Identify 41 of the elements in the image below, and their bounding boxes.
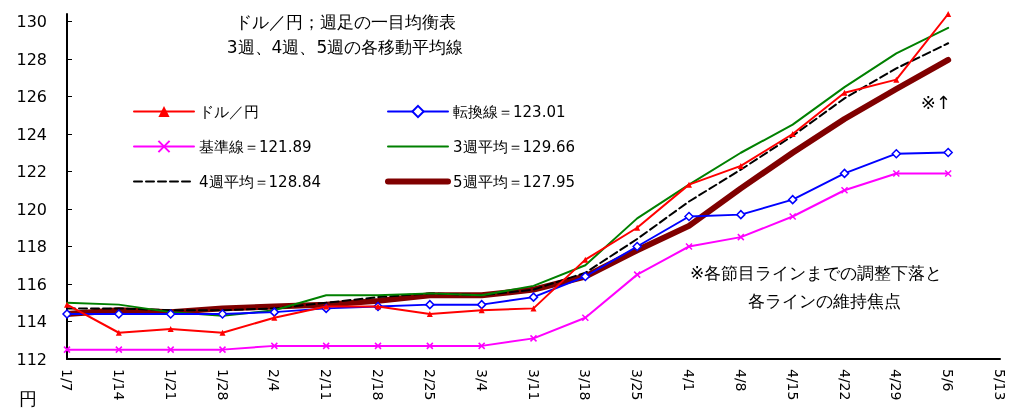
x-tick-label: 4/22 — [836, 369, 853, 401]
x-tick-label: 5/13 — [992, 369, 1008, 401]
x-tick-label: 2/11 — [318, 369, 335, 401]
x-tick-label: 2/18 — [370, 369, 386, 401]
x-tick-label: 1/21 — [162, 369, 179, 401]
legend-label: 3週平均＝129.66 — [453, 137, 576, 156]
chart-title: ドル／円；週足の一目均衡表 — [234, 11, 456, 32]
y-tick-label: 120 — [16, 199, 47, 219]
legend-label: 5週平均＝127.95 — [453, 172, 576, 191]
x-tick-label: 5/6 — [940, 369, 957, 392]
legend-label: 転換線＝123.01 — [453, 102, 566, 121]
legend-label: ドル／円 — [199, 102, 259, 121]
x-tick-label: 2/25 — [421, 369, 438, 401]
y-tick-label: 114 — [16, 312, 47, 331]
annotation: 各ラインの維持焦点 — [748, 290, 901, 311]
legend-label: 基準線＝121.89 — [199, 137, 312, 156]
x-tick-label: 4/8 — [732, 369, 749, 392]
x-tick-label: 1/28 — [214, 369, 231, 401]
y-axis-title: 円 — [19, 387, 37, 409]
y-tick-label: 124 — [16, 124, 47, 144]
x-tick-label: 3/11 — [525, 369, 542, 401]
x-tick-label: 3/25 — [629, 369, 646, 401]
y-tick-label: 126 — [16, 87, 47, 106]
x-tick-label: 2/4 — [266, 369, 283, 392]
y-tick-label: 116 — [16, 274, 47, 294]
x-tick-label: 4/15 — [784, 369, 801, 401]
x-tick-label: 3/18 — [577, 369, 594, 401]
x-tick-label: 1/14 — [110, 369, 127, 401]
annotation: ※↑ — [920, 91, 952, 113]
y-tick-label: 128 — [16, 49, 47, 69]
y-tick-label: 112 — [16, 349, 47, 369]
y-tick-label: 118 — [16, 237, 47, 256]
annotation: ※各節目ラインまでの調整下落と — [690, 262, 943, 283]
y-tick-label: 130 — [16, 12, 47, 31]
x-tick-label: 4/1 — [681, 369, 697, 392]
x-tick-label: 4/29 — [888, 369, 905, 401]
legend-label: 4週平均＝128.84 — [199, 172, 322, 191]
x-tick-label: 1/7 — [59, 369, 75, 392]
x-tick-label: 3/4 — [473, 369, 490, 392]
text: 3週、4週、5週の各移動平均線 — [226, 36, 464, 57]
y-tick-label: 122 — [16, 162, 47, 181]
